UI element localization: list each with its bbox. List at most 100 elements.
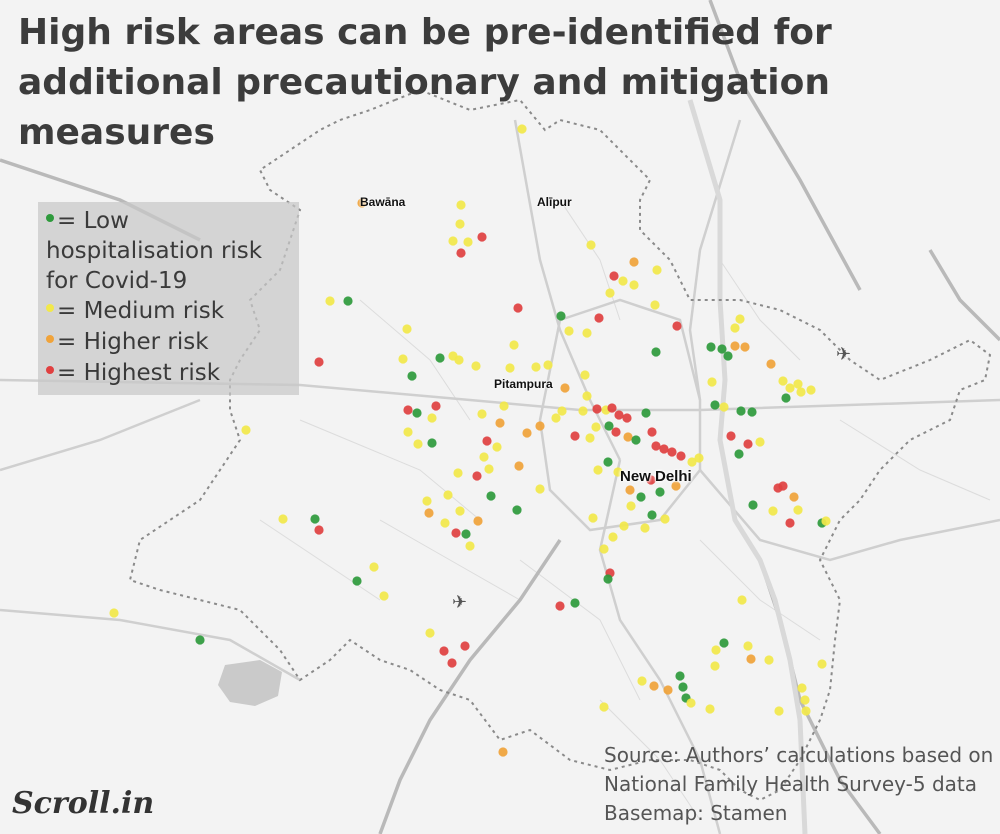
legend-dot-low (46, 213, 54, 222)
risk-marker-medium (796, 387, 806, 397)
risk-marker-higher (663, 685, 673, 695)
risk-marker-medium (785, 383, 795, 393)
risk-marker-medium (578, 406, 588, 416)
risk-marker-medium (582, 391, 592, 401)
legend-low-label-line2: hospitalisation risk (46, 238, 263, 264)
risk-marker-highest (592, 404, 602, 414)
risk-marker-higher (671, 481, 681, 491)
risk-marker-highest (403, 405, 413, 415)
risk-marker-highest (513, 303, 523, 313)
risk-marker-medium (650, 300, 660, 310)
risk-marker-highest (555, 601, 565, 611)
source-line-1: Source: Authors’ calculations based on (604, 743, 994, 767)
risk-marker-highest (570, 431, 580, 441)
risk-marker-medium (711, 645, 721, 655)
risk-marker-medium (800, 695, 810, 705)
page-title: High risk areas can be pre-identified fo… (18, 12, 832, 153)
risk-marker-medium (737, 595, 747, 605)
risk-marker-highest (743, 439, 753, 449)
risk-marker-medium (580, 370, 590, 380)
risk-marker-medium (531, 362, 541, 372)
risk-marker-medium (535, 484, 545, 494)
risk-marker-medium (422, 496, 432, 506)
risk-marker-medium (557, 406, 567, 416)
risk-marker-medium (768, 506, 778, 516)
risk-marker-highest (651, 441, 661, 451)
risk-marker-medium (509, 340, 519, 350)
risk-marker-medium (730, 323, 740, 333)
risk-marker-low (636, 492, 646, 502)
legend-highest-label: = Highest risk (57, 360, 221, 386)
risk-marker-medium (398, 354, 408, 364)
risk-marker-medium (278, 514, 288, 524)
risk-marker-low (427, 438, 437, 448)
risk-marker-low (603, 457, 613, 467)
risk-marker-low (343, 296, 353, 306)
risk-marker-medium (369, 562, 379, 572)
legend-dot-medium (46, 303, 54, 312)
risk-marker-medium (425, 628, 435, 638)
risk-marker-medium (660, 514, 670, 524)
risk-marker-low (734, 449, 744, 459)
risk-marker-medium (608, 532, 618, 542)
risk-marker-medium (806, 385, 816, 395)
risk-marker-medium (626, 501, 636, 511)
source-line-2: National Family Health Survey-5 data (604, 772, 978, 796)
risk-marker-medium (471, 361, 481, 371)
risk-marker-medium (463, 237, 473, 247)
risk-marker-medium (629, 280, 639, 290)
legend-low-label-line1: = Low (57, 208, 129, 234)
risk-marker-higher (535, 421, 545, 431)
risk-marker-low (412, 408, 422, 418)
risk-marker-low (512, 505, 522, 515)
risk-marker-medium (440, 518, 450, 528)
place-label-pitampura: Pitampura (494, 377, 553, 391)
risk-marker-medium (652, 265, 662, 275)
risk-marker-highest (456, 248, 466, 258)
risk-marker-medium (613, 467, 623, 477)
risk-marker-highest (672, 321, 682, 331)
risk-marker-highest (659, 444, 669, 454)
risk-marker-medium (427, 413, 437, 423)
legend-item-medium: = Medium risk (46, 296, 224, 326)
risk-marker-low (719, 638, 729, 648)
scroll-logo: Scroll.in (12, 786, 155, 821)
risk-marker-low (461, 529, 471, 539)
risk-marker-low (675, 671, 685, 681)
risk-marker-medium (599, 544, 609, 554)
risk-marker-low (723, 351, 733, 361)
risk-marker-medium (637, 676, 647, 686)
legend-dot-highest (46, 365, 54, 374)
risk-marker-low (736, 406, 746, 416)
risk-marker-higher (625, 485, 635, 495)
risk-marker-low (678, 682, 688, 692)
risk-marker-medium (492, 442, 502, 452)
risk-marker-medium (797, 683, 807, 693)
risk-marker-medium (755, 437, 765, 447)
risk-marker-higher (498, 747, 508, 757)
risk-marker-highest (614, 410, 624, 420)
risk-marker-medium (705, 704, 715, 714)
risk-marker-medium (585, 433, 595, 443)
risk-marker-higher (623, 432, 633, 442)
risk-marker-low (604, 421, 614, 431)
risk-marker-medium (499, 401, 509, 411)
risk-marker-medium (455, 506, 465, 516)
risk-marker-higher (740, 342, 750, 352)
risk-marker-highest (647, 427, 657, 437)
risk-marker-low (631, 435, 641, 445)
risk-marker-medium (793, 379, 803, 389)
risk-marker-higher (495, 418, 505, 428)
risk-marker-medium (456, 200, 466, 210)
risk-marker-medium (586, 240, 596, 250)
risk-marker-higher (730, 341, 740, 351)
risk-marker-medium (817, 659, 827, 669)
risk-marker-medium (605, 288, 615, 298)
risk-marker-medium (582, 328, 592, 338)
risk-marker-highest (607, 403, 617, 413)
risk-marker-low (352, 576, 362, 586)
risk-marker-low (748, 500, 758, 510)
risk-marker-medium (564, 326, 574, 336)
risk-marker-highest (611, 427, 621, 437)
risk-marker-low (407, 371, 417, 381)
